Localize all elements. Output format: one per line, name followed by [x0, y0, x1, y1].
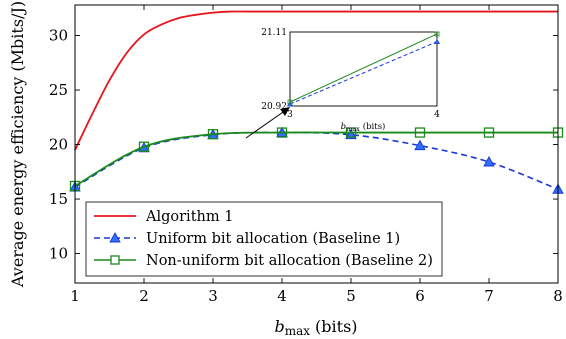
legend-box: [85, 201, 443, 277]
series-line-algorithm-1: [74, 10, 558, 151]
legend-label-baseline-2: Non-uniform bit allocation (Baseline 2): [146, 253, 433, 269]
y-tick-label-15: 15: [49, 190, 68, 208]
x-tick-label-8: 8: [553, 287, 563, 305]
x-tick-label-2: 2: [139, 287, 149, 305]
data-point-uniform-bit-allocation-baseline-1-6: [414, 139, 426, 151]
data-point-non-uniform-bit-allocation-baseline-2-6: [414, 127, 426, 138]
x-tick-label-3: 3: [208, 287, 218, 305]
x-tick-label-4: 4: [277, 287, 287, 305]
inset-x-tick-right: 4: [434, 110, 440, 120]
axis-ticks: 1 2 3 4 5 6 7 8 10 15 20 25 30: [49, 5, 563, 305]
inset-y-tick-bottom: 20.92: [261, 102, 287, 112]
legend: Algorithm 1 Uniform bit allocation (Base…: [85, 201, 443, 277]
x-tick-label-5: 5: [346, 287, 356, 305]
inset-marks: [286, 31, 441, 107]
legend-entry-algorithm-1: Algorithm 1: [94, 209, 233, 225]
inset-line-uniform-bit-allocation-baseline-1: [289, 41, 438, 105]
data-point-non-uniform-bit-allocation-baseline-2-5: [345, 127, 357, 138]
inset-point-non-uniform-bit-allocation-baseline-2-3: [287, 99, 293, 105]
inset-frame: [289, 31, 438, 107]
data-point-non-uniform-bit-allocation-baseline-2-7: [483, 127, 495, 138]
y-axis-label: Average energy efficiency (Mbits/J): [8, 1, 27, 288]
inset-point-uniform-bit-allocation-baseline-1-4: [433, 38, 441, 45]
series-line-uniform-bit-allocation-baseline-1: [74, 131, 559, 190]
plot-area-frame: [74, 4, 559, 284]
plot-marks: [69, 10, 564, 194]
y-tick-label-10: 10: [49, 245, 68, 263]
legend-entry-baseline-2: Non-uniform bit allocation (Baseline 2): [94, 253, 433, 269]
inset-y-tick-top: 21.11: [261, 28, 287, 38]
inset-point-non-uniform-bit-allocation-baseline-2-4: [434, 31, 440, 37]
x-tick-label-6: 6: [415, 287, 425, 305]
inset-line-non-uniform-bit-allocation-baseline-2: [289, 33, 438, 103]
x-tick-label-7: 7: [484, 287, 494, 305]
inset-pointer-arrow: [245, 109, 287, 139]
y-tick-label-20: 20: [49, 136, 68, 154]
data-point-uniform-bit-allocation-baseline-1-7: [483, 156, 495, 167]
x-tick-label-1: 1: [70, 287, 80, 305]
y-tick-label-25: 25: [49, 81, 68, 99]
legend-label-baseline-1: Uniform bit allocation (Baseline 1): [146, 231, 400, 247]
y-tick-label-30: 30: [49, 27, 68, 45]
data-point-non-uniform-bit-allocation-baseline-2-3: [207, 129, 219, 140]
data-point-non-uniform-bit-allocation-baseline-2-4: [276, 127, 288, 138]
legend-marker-baseline-1: [109, 232, 121, 243]
legend-marker-baseline-2: [110, 255, 120, 265]
legend-entry-baseline-1: Uniform bit allocation (Baseline 1): [94, 231, 400, 247]
data-point-non-uniform-bit-allocation-baseline-2-2: [138, 141, 150, 152]
legend-label-algorithm-1: Algorithm 1: [145, 209, 233, 225]
inset-x-tick-left: 3: [287, 110, 293, 120]
inset-x-axis-label: bmax (bits): [341, 121, 386, 133]
series-line-non-uniform-bit-allocation-baseline-2: [74, 131, 558, 187]
x-axis-label: bmax (bits): [274, 317, 357, 338]
inset-pointer-arrowhead: [280, 107, 290, 116]
inset-panel: 21.11 20.92 3 4 bmax (bits): [245, 28, 441, 139]
